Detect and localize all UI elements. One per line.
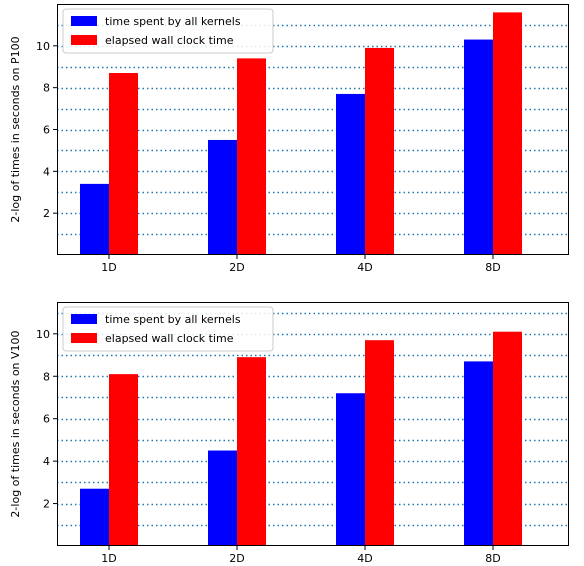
x-tick-label: 2D [229,552,244,565]
y-tick-label: 4 [43,165,50,178]
y-tick-label: 4 [43,455,50,468]
chart-v100: 2 4 6 8 10 1D 2D 4D 8D 2-log of times in second… [9,302,569,565]
legend-label: elapsed wall clock time [105,332,234,345]
y-axis-label: 2-log of times in seconds on P100 [9,36,22,222]
y-tick-label: 8 [43,82,50,95]
y-tick-label: 10 [36,40,50,53]
legend: time spent by all kernels elapsed wall c… [62,8,274,54]
bar-wallclock-1D [109,73,138,256]
y-tick-label: 6 [43,124,50,137]
bar-kernels-1D [80,488,109,546]
x-tick-label: 8D [485,261,500,274]
bar-wallclock-8D [493,12,522,255]
x-tick-label: 4D [357,261,372,274]
bar-kernels-8D [464,361,493,546]
legend-label: elapsed wall clock time [105,34,234,47]
x-tick-label: 1D [101,552,116,565]
y-tick-label: 6 [43,413,50,426]
legend-swatch [71,35,97,45]
bar-kernels-4D [336,93,365,255]
y-axis: 2 4 6 8 10 [36,328,57,511]
bar-kernels-1D [80,183,109,255]
y-axis-label: 2-log of times in seconds on V100 [9,330,22,517]
bars [80,12,522,256]
legend: time spent by all kernels elapsed wall c… [62,306,274,352]
chart-p100: 2 4 6 8 10 1D 2D 4D 8D 2-log of times in second… [9,4,569,274]
bar-kernels-8D [464,39,493,255]
y-axis: 2 4 6 8 10 [36,40,57,220]
x-tick-label: 4D [357,552,372,565]
legend-box [62,306,274,352]
bar-kernels-2D [208,450,237,546]
x-tick-label: 1D [101,261,116,274]
x-tick-label: 2D [229,261,244,274]
bar-wallclock-8D [493,331,522,546]
x-axis: 1D 2D 4D 8D [101,546,501,565]
legend-swatch [71,16,97,26]
plot-frame [57,4,569,255]
legend-swatch [71,333,97,343]
y-tick-label: 2 [43,207,50,220]
legend-label: time spent by all kernels [105,15,241,28]
x-tick-label: 8D [485,552,500,565]
bar-wallclock-1D [109,374,138,546]
bar-kernels-2D [208,139,237,255]
y-tick-label: 2 [43,498,50,511]
bar-wallclock-4D [365,340,394,546]
y-tick-label: 10 [36,328,50,341]
bar-wallclock-2D [237,357,266,546]
x-axis: 1D 2D 4D 8D [101,255,501,274]
legend-box [62,8,274,54]
bar-wallclock-2D [237,58,266,256]
legend-swatch [71,314,97,324]
y-tick-label: 8 [43,370,50,383]
legend-label: time spent by all kernels [105,313,241,326]
bar-kernels-4D [336,393,365,546]
bars [80,331,522,546]
bar-wallclock-4D [365,47,394,255]
plot-frame [57,302,569,546]
